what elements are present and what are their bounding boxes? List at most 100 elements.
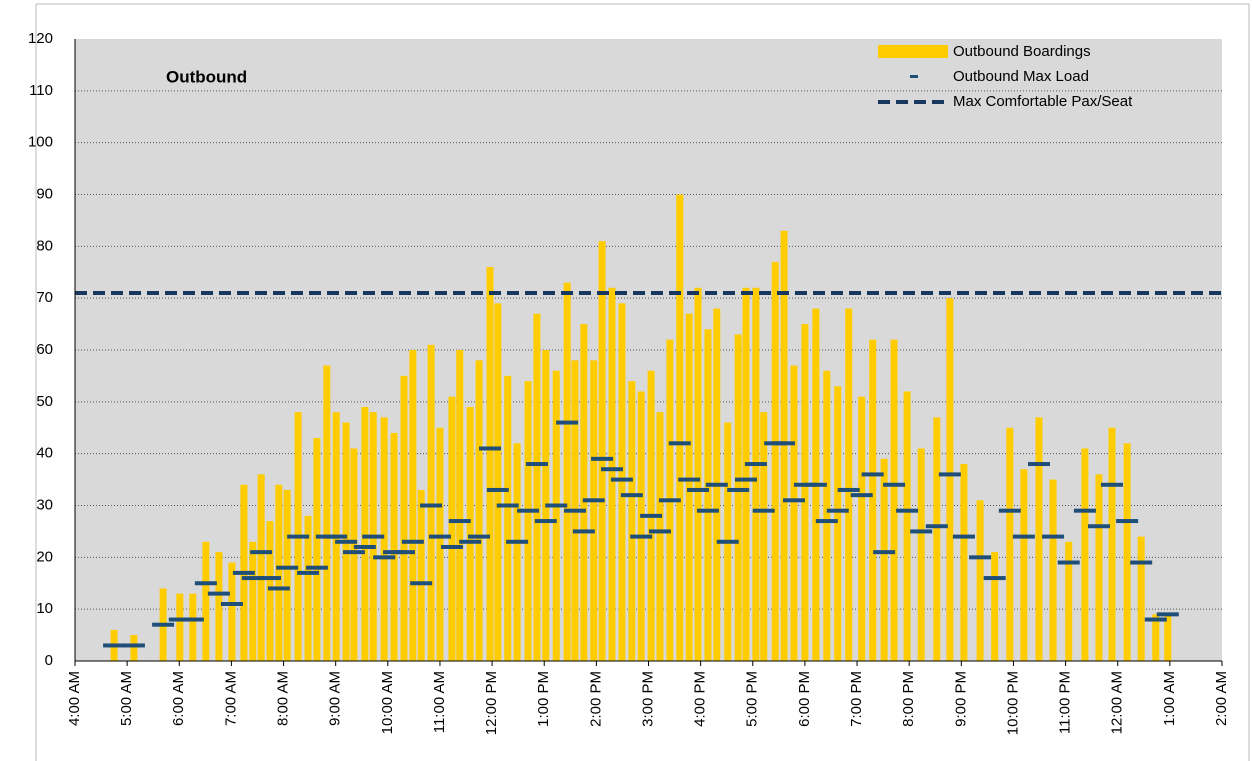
max-load-marker <box>1073 508 1096 513</box>
bar <box>427 344 435 661</box>
max-load-marker <box>896 508 919 513</box>
bar <box>834 386 842 661</box>
max-load-marker <box>181 617 204 622</box>
bar <box>486 267 494 661</box>
legend-label: Max Comfortable Pax/Seat <box>953 93 1133 110</box>
max-load-marker <box>525 462 548 467</box>
max-load-marker <box>1012 534 1035 539</box>
x-tick-label: 11:00 AM <box>431 671 448 733</box>
bar <box>466 407 474 661</box>
bar <box>933 417 941 661</box>
bar <box>1081 448 1089 661</box>
bar <box>202 541 210 661</box>
max-load-marker <box>194 581 217 586</box>
x-tick-label: 9:00 PM <box>952 671 969 727</box>
max-load-marker <box>373 555 396 560</box>
bar <box>323 365 331 661</box>
bar <box>1049 479 1057 661</box>
bar <box>533 313 541 661</box>
bar <box>1137 536 1145 661</box>
max-load-marker <box>420 503 443 508</box>
bar <box>858 396 866 661</box>
max-load-marker <box>1130 560 1153 565</box>
bar <box>513 443 521 661</box>
max-load-marker <box>220 601 243 606</box>
y-tick-label: 20 <box>36 548 53 565</box>
x-tick-label: 1:00 PM <box>535 671 552 727</box>
x-tick-label: 7:00 PM <box>848 671 865 727</box>
y-tick-label: 110 <box>29 82 53 99</box>
max-load-marker <box>658 498 681 503</box>
max-load-marker <box>952 534 975 539</box>
legend: Outbound Boardings Outbound Max Load Max C… <box>878 43 1133 110</box>
bar <box>1108 427 1116 661</box>
y-tick-label: 10 <box>36 600 53 617</box>
max-load-marker <box>1116 519 1139 524</box>
bar <box>228 562 236 661</box>
x-tick-label: 3:00 PM <box>639 671 656 727</box>
max-load-marker <box>861 472 884 477</box>
x-tick-label: 4:00 PM <box>692 671 709 727</box>
bar <box>598 241 606 661</box>
bar <box>880 458 888 661</box>
max-load-marker <box>734 477 757 482</box>
max-load-marker <box>506 539 529 544</box>
legend-swatch <box>878 45 948 58</box>
max-load-marker <box>401 539 424 544</box>
max-load-marker <box>687 487 710 492</box>
max-load-marker <box>873 550 896 555</box>
bar <box>608 287 616 661</box>
bar <box>409 350 417 661</box>
max-load-marker <box>122 643 145 648</box>
max-load-marker <box>232 570 255 575</box>
max-load-marker <box>287 534 310 539</box>
max-load-marker <box>353 544 376 549</box>
max-load-marker <box>601 467 624 472</box>
y-tick-label: 40 <box>36 445 53 462</box>
max-load-marker <box>440 544 463 549</box>
bar <box>869 339 877 661</box>
bar <box>1164 614 1172 661</box>
max-load-marker <box>152 622 175 627</box>
max-load-marker <box>362 534 385 539</box>
max-load-marker <box>696 508 719 513</box>
bar <box>249 541 257 661</box>
bar <box>552 370 560 661</box>
bar <box>676 194 684 661</box>
bar <box>960 464 968 661</box>
y-tick-label: 60 <box>36 341 53 358</box>
max-load-marker <box>1100 482 1123 487</box>
x-tick-label: 6:00 AM <box>170 671 187 726</box>
bar <box>1152 614 1160 661</box>
max-load-marker <box>325 534 348 539</box>
max-load-marker <box>705 482 728 487</box>
max-load-marker <box>1042 534 1065 539</box>
max-load-marker <box>998 508 1021 513</box>
bar <box>257 474 265 661</box>
x-tick-label: 6:00 PM <box>796 671 813 727</box>
y-tick-label: 0 <box>45 652 53 669</box>
max-load-marker <box>305 565 328 570</box>
bar <box>628 381 636 661</box>
bar <box>504 375 512 661</box>
max-load-marker <box>534 519 557 524</box>
x-tick-label: 1:00 AM <box>1161 671 1178 726</box>
marks <box>75 194 1222 662</box>
max-load-marker <box>258 576 281 581</box>
max-load-marker <box>392 550 415 555</box>
max-load-marker <box>744 462 767 467</box>
x-tick-label: 8:00 AM <box>275 671 292 726</box>
max-load-marker <box>545 503 568 508</box>
max-load-marker <box>168 617 191 622</box>
x-tick-label: 2:00 PM <box>587 671 604 727</box>
max-load-marker <box>850 493 873 498</box>
x-tick-label: 12:00 AM <box>1109 671 1126 734</box>
max-load-marker <box>582 498 605 503</box>
bar <box>1095 474 1103 661</box>
max-load-marker <box>620 493 643 498</box>
x-tick-label: 10:00 AM <box>379 671 396 734</box>
bar <box>694 287 702 661</box>
bar <box>176 593 184 661</box>
bar <box>275 484 283 661</box>
